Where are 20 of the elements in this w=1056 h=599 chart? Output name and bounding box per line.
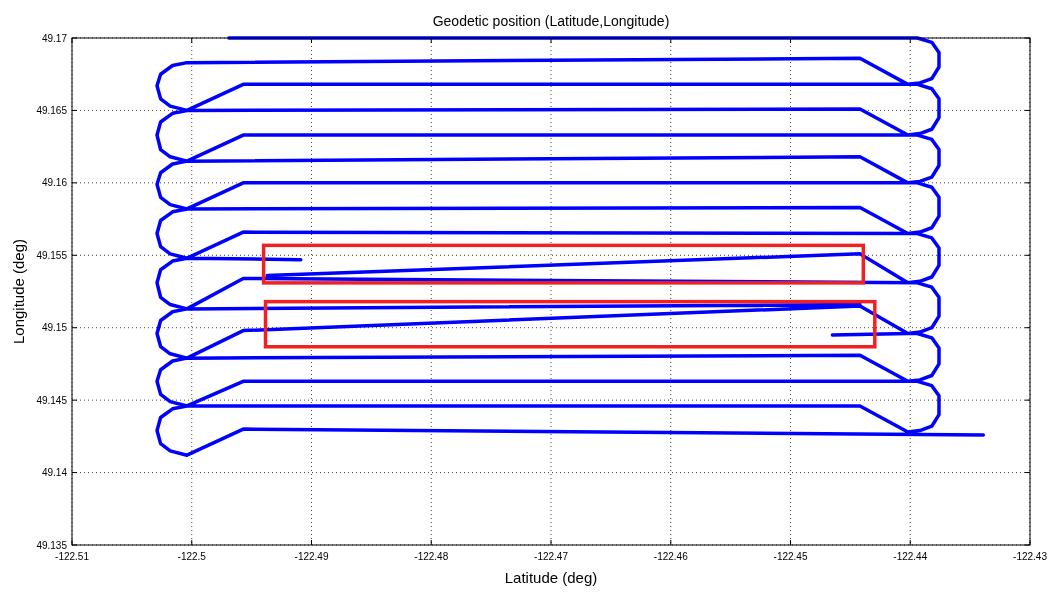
y-axis-title: Longitude (deg) [10,238,27,345]
y-tick-label: 49.15 [41,322,68,334]
y-tick-label: 49.17 [41,32,68,44]
x-axis-title: Latitude (deg) [504,569,598,586]
y-tick-label: 49.14 [41,467,68,479]
x-tick-label: -122.46 [653,551,689,562]
y-tick-label: 49.155 [36,249,68,261]
x-tick-label: -122.47 [534,551,569,562]
x-tick-label: -122.45 [773,551,808,562]
chart-title: Geodetic position (Latitude,Longitude) [432,13,670,29]
y-tick-label: 49.16 [41,177,68,189]
y-tick-label: 49.165 [36,104,68,116]
y-tick-label: 49.145 [36,394,68,406]
x-tick-label: -122.51 [55,551,90,562]
x-tick-label: -122.49 [294,551,329,562]
y-tick-label: 49.135 [36,539,68,551]
x-tick-label: -122.5 [177,551,207,562]
x-tick-label: -122.44 [893,551,928,562]
x-tick-label: -122.43 [1013,551,1048,562]
x-tick-label: -122.48 [414,551,449,562]
